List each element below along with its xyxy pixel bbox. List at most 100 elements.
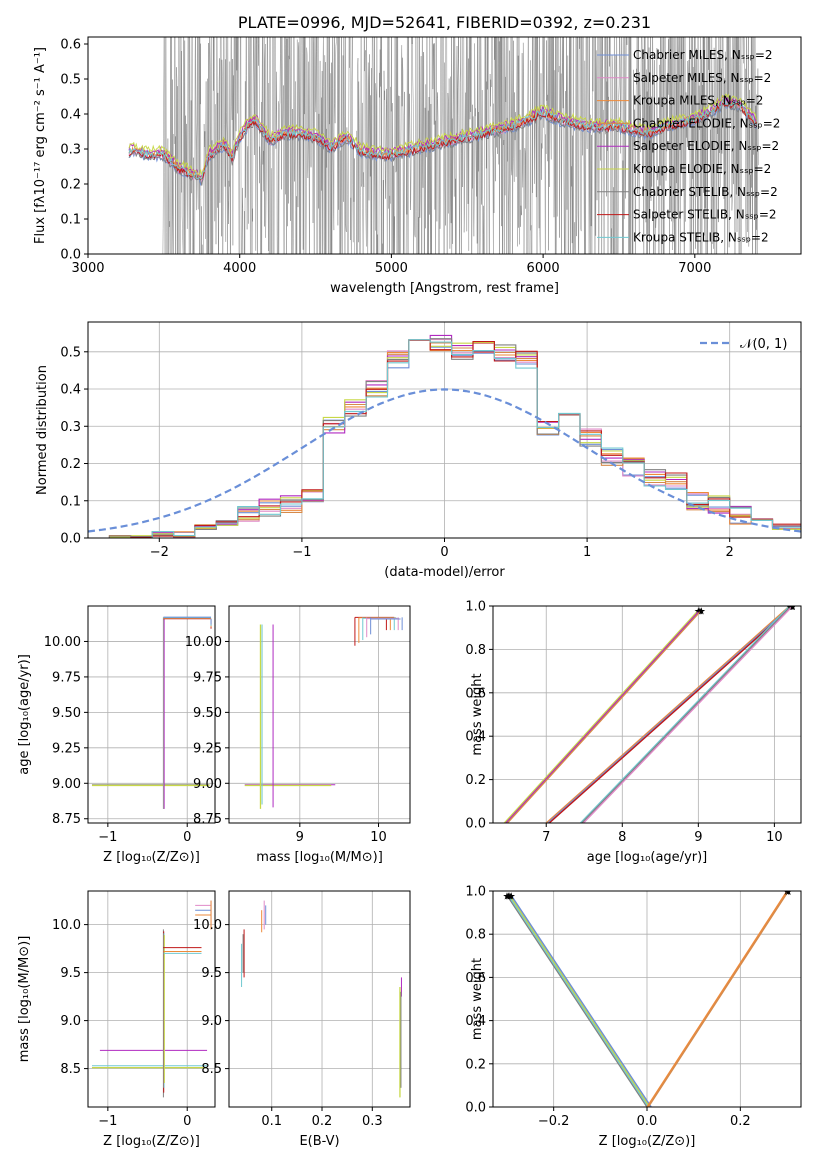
axes-frame: [228, 605, 411, 824]
panel-age-vs-Z: −1 0 8.75 9.00 9.25 9.50 9.75 10.00 Z [log₁₀(Z/Z…: [17, 605, 216, 865]
x-tick-label: 0: [183, 1114, 191, 1129]
x-axis-label: wavelength [Angstrom, rest frame]: [330, 281, 559, 296]
y-tick-label: 0.0: [465, 817, 486, 832]
y-tick-label: 9.00: [193, 777, 222, 792]
y-tick-label: 0.2: [465, 773, 486, 788]
mass-weight-line: [509, 894, 651, 1107]
x-axis-label: Z [log₁₀(Z/Z⊙)]: [103, 850, 200, 865]
plot-area: ★★★★★★★★★: [503, 602, 797, 823]
y-tick-label: 0.6: [465, 686, 486, 701]
chart-title: PLATE=0996, MJD=52641, FIBERID=0392, z=0…: [238, 13, 651, 32]
star-marker: ★: [788, 602, 797, 613]
x-axis-label: (data-model)/error: [384, 565, 505, 580]
y-tick-label: 0.1: [60, 494, 81, 509]
legend-entry: Salpeter STELIB, Nₛₛₚ=2: [633, 208, 777, 222]
panel-age-vs-mass: 9 10 8.75 9.00 9.25 9.50 9.75 10.00 mass [log₁₀(…: [185, 605, 411, 865]
x-tick-label: 1: [583, 545, 591, 560]
mass-weight-line: [503, 609, 699, 823]
plot-area: [88, 334, 801, 538]
y-tick-label: 9.0: [60, 1014, 81, 1029]
star-marker: ★: [697, 606, 706, 617]
y-tick-label: 9.5: [201, 966, 222, 981]
panel-residuals: −2 −1 0 1 2 0.0 0.1 0.2 0.3 0.4 0.5 (data-model)/er…: [35, 321, 802, 580]
x-tick-label: 0.0: [637, 1114, 658, 1129]
mass-weight-line: [647, 891, 789, 1107]
x-tick-label: −1: [292, 545, 311, 560]
plot-area: [244, 616, 403, 809]
y-tick-label: 0.3: [60, 420, 81, 435]
observed-spectrum-line: [118, 37, 759, 254]
mass-weight-line: [548, 606, 794, 823]
x-tick-label: 9: [694, 830, 702, 845]
star-marker: ★: [787, 602, 796, 613]
mass-weight-line: [506, 609, 702, 823]
star-marker: ★: [788, 602, 797, 613]
y-tick-label: 0.6: [465, 971, 486, 986]
plot-area: [91, 616, 212, 809]
y-tick-label: 0.8: [465, 928, 486, 943]
y-axis-label: Normed distribution: [35, 365, 50, 495]
y-tick-label: 0.2: [60, 178, 81, 193]
mass-weight-line: [545, 606, 791, 823]
y-tick-label: 0.0: [60, 248, 81, 263]
mass-weight-line: [547, 606, 792, 823]
y-axis-label: mass weight: [470, 958, 485, 1040]
y-tick-label: 9.50: [193, 706, 222, 721]
x-tick-label: 8: [618, 830, 626, 845]
y-tick-label: 0.2: [60, 457, 81, 472]
star-marker: ★: [507, 891, 516, 902]
legend-entry: Salpeter ELODIE, Nₛₛₚ=2: [633, 139, 779, 153]
axes-frame: [87, 36, 802, 255]
plot-area: [241, 900, 402, 1098]
y-tick-label: 0.2: [465, 1057, 486, 1072]
y-tick-label: 0.4: [465, 730, 486, 745]
residual-histogram: [88, 338, 801, 538]
x-tick-label: 0.3: [362, 1114, 383, 1129]
x-tick-label: 3000: [71, 261, 104, 276]
x-tick-label: −0.2: [538, 1114, 570, 1129]
mass-weight-line: [581, 606, 792, 823]
y-tick-label: 9.50: [52, 706, 81, 721]
panel-mass-vs-EBV: 0.1 0.2 0.3 8.5 9.0 9.5 10.0 E(B-V): [193, 890, 411, 1149]
y-axis-label: mass [log₁₀(M/M⊙)]: [17, 936, 32, 1063]
x-tick-label: 0: [183, 830, 191, 845]
legend-entry: 𝒩(0, 1): [740, 337, 787, 352]
mass-weight-line: [506, 894, 648, 1107]
y-tick-label: 0.6: [60, 38, 81, 53]
axes-frame: [87, 321, 802, 539]
grid-lines: [229, 891, 410, 1107]
x-tick-label: 4000: [223, 261, 256, 276]
x-tick-label: 9: [296, 830, 304, 845]
legend: 𝒩(0, 1): [700, 337, 787, 352]
axes-frame: [228, 890, 411, 1108]
axes: −1 0 8.5 9.0 9.5 10.0 Z [log₁₀(Z/Z⊙)] mass [log…: [17, 890, 216, 1149]
panel-spectrum: 3000 4000 5000 6000 7000 0.0 0.1 0.2 0.3 0.4 0.5 0.…: [33, 13, 802, 296]
x-tick-label: 0: [440, 545, 448, 560]
legend-entry: Kroupa STELIB, Nₛₛₚ=2: [633, 230, 769, 244]
panel-massweight-vs-Z: ★★★★★★−0.20.00.20.00.20.40.60.81.0Z [log…: [465, 885, 802, 1149]
x-tick-label: 10: [370, 830, 387, 845]
x-tick-label: −2: [150, 545, 169, 560]
axes-frame: [492, 890, 802, 1108]
legend-entry: Chabrier MILES, Nₛₛₚ=2: [633, 48, 773, 62]
legend-entry: Salpeter MILES, Nₛₛₚ=2: [633, 71, 771, 85]
axes: −0.2 0.0 0.2 0.0 0.2 0.4 0.6 0.8 1.0 Z [log₁₀(Z/Z…: [465, 885, 802, 1149]
x-axis-label: Z [log₁₀(Z/Z⊙)]: [599, 1134, 696, 1149]
axes: 0.1 0.2 0.3 8.5 9.0 9.5 10.0 E(B-V): [193, 890, 411, 1149]
star-marker: ★: [784, 887, 793, 898]
y-axis-label: mass weight: [470, 673, 485, 755]
grid-lines: [88, 891, 215, 1107]
mass-weight-line: [510, 894, 652, 1107]
axes: 3000 4000 5000 6000 7000 0.0 0.1 0.2 0.3 0.4 0.5 0.…: [33, 13, 802, 296]
grid-lines: [493, 890, 801, 1108]
legend-entry: Kroupa MILES, Nₛₛₚ=2: [633, 94, 763, 108]
plot-area: ★★★★★★: [503, 887, 793, 1107]
x-tick-label: 0.2: [312, 1114, 333, 1129]
legend-entry: Chabrier STELIB, Nₛₛₚ=2: [633, 185, 778, 199]
normal-distribution-curve: [88, 388, 801, 533]
y-tick-label: 0.5: [60, 73, 81, 88]
y-tick-label: 9.75: [52, 670, 81, 685]
mass-weight-line: [505, 609, 701, 823]
x-tick-label: −1: [98, 830, 117, 845]
